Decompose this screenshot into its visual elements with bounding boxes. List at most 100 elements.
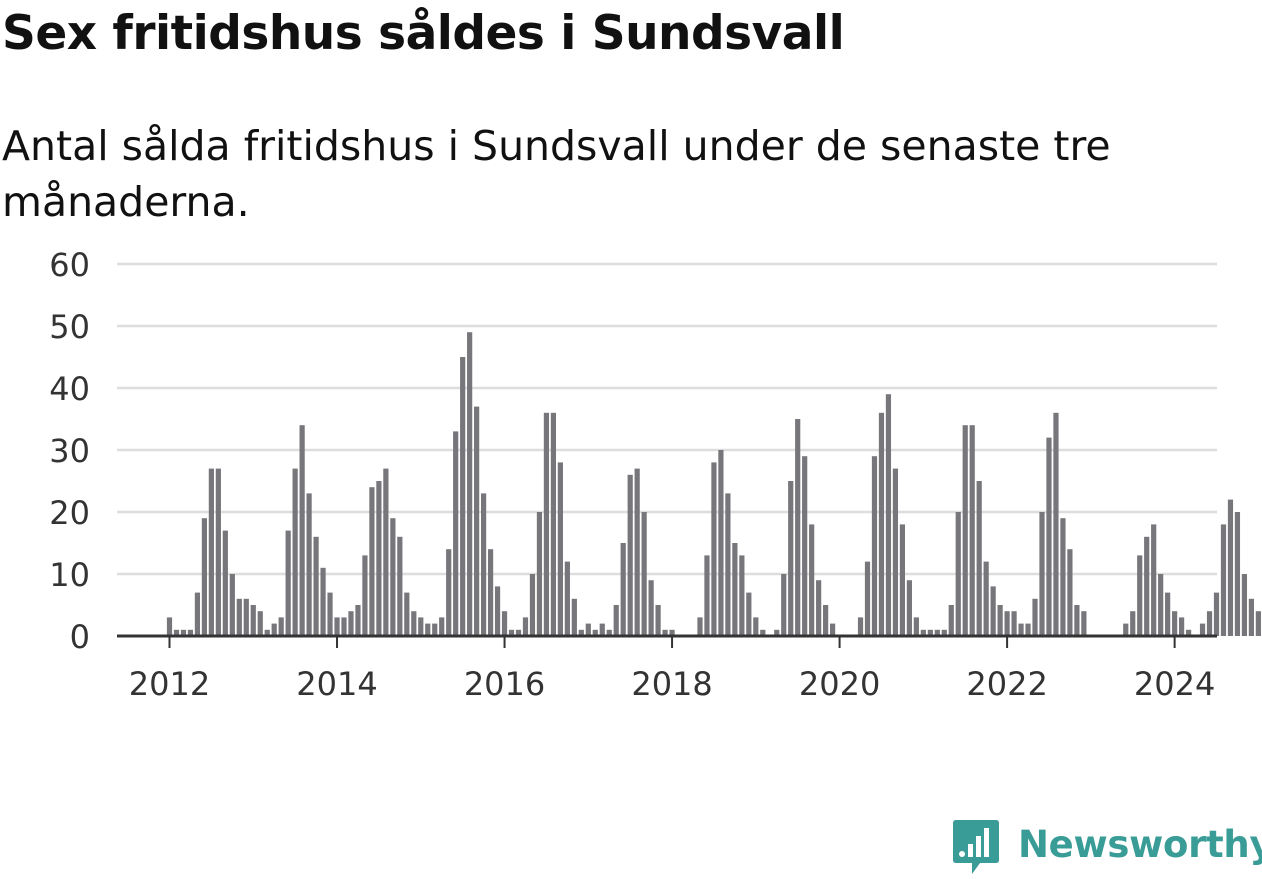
bar: [515, 629, 522, 636]
bar: [934, 629, 940, 636]
bar: [983, 561, 989, 636]
bar: [208, 468, 214, 636]
y-tick-label: 30: [49, 432, 90, 470]
bar: [1248, 598, 1254, 636]
bar: [599, 623, 605, 636]
bar: [166, 617, 173, 636]
bar: [341, 617, 347, 636]
bar: [571, 598, 577, 636]
bar: [543, 412, 550, 636]
x-tick-label: 2014: [296, 665, 377, 703]
brand-logo: Newsworthy: [952, 818, 1262, 878]
bar: [620, 543, 626, 636]
bar: [976, 481, 982, 636]
bar: [474, 406, 480, 636]
bar: [1053, 412, 1059, 636]
bar: [306, 493, 312, 636]
bar: [606, 629, 612, 636]
bar: [871, 456, 878, 636]
bar: [1046, 437, 1052, 636]
bar: [892, 468, 899, 636]
bar: [669, 629, 675, 636]
bar: [187, 629, 194, 636]
x-axis: [117, 634, 1217, 648]
bar: [1011, 611, 1017, 636]
bar: [648, 580, 654, 636]
x-tick-label: 2012: [129, 665, 210, 703]
bar: [522, 617, 529, 636]
bar: [229, 574, 235, 636]
bar: [243, 598, 249, 636]
y-tick-label: 0: [70, 618, 90, 656]
bar: [732, 543, 738, 636]
gridlines: [117, 262, 1217, 576]
bar: [592, 629, 598, 636]
bar: [173, 629, 180, 636]
chart-title: Sex fritidshus såldes i Sundsvall: [2, 6, 845, 61]
bar: [718, 450, 724, 636]
bar: [1234, 512, 1241, 636]
bar: [180, 629, 187, 636]
bar: [487, 549, 494, 636]
bar: [536, 512, 543, 636]
bar: [948, 605, 954, 636]
bar: [816, 580, 822, 636]
bar: [320, 567, 326, 636]
bar: [1172, 611, 1178, 636]
bar: [529, 574, 536, 636]
brand-name: Newsworthy: [1018, 822, 1262, 866]
bar-chart-speech-bubble-icon: [953, 820, 999, 874]
bar: [194, 592, 201, 636]
bar: [997, 605, 1003, 636]
bar: [1179, 617, 1185, 636]
bar: [467, 332, 473, 636]
bar: [271, 623, 277, 636]
bar: [292, 468, 298, 636]
y-tick-label: 60: [49, 246, 90, 284]
bar: [1227, 499, 1234, 636]
x-tick-label: 2022: [966, 665, 1047, 703]
bar: [501, 611, 508, 636]
bar: [1018, 623, 1024, 636]
bar: [1032, 598, 1038, 636]
bar: [1004, 611, 1010, 636]
bar: [494, 586, 501, 636]
bar: [376, 481, 382, 636]
bar: [1137, 555, 1143, 636]
bar: [362, 555, 368, 636]
bar: [1074, 605, 1080, 636]
bar: [1060, 518, 1066, 636]
bar: [585, 623, 591, 636]
bar: [927, 629, 933, 636]
bar: [990, 586, 996, 636]
bar: [830, 623, 836, 636]
bar: [1081, 611, 1087, 636]
bar: [1025, 623, 1031, 636]
bar: [222, 530, 228, 636]
x-tick-label: 2018: [631, 665, 712, 703]
bar: [899, 524, 905, 636]
bar: [1039, 512, 1045, 636]
x-axis-tick-labels: 20122014201620182020202220242026: [129, 665, 1216, 703]
y-tick-label: 50: [49, 308, 90, 346]
bar: [201, 518, 207, 636]
bar: [1067, 549, 1073, 636]
bar: [1199, 623, 1206, 636]
bar: [418, 617, 424, 636]
bar: [823, 605, 829, 636]
bar: [460, 357, 466, 636]
y-axis-tick-labels: 0 10 20 30 40 50 60: [49, 246, 90, 656]
bar: [446, 549, 452, 636]
bar: [557, 462, 563, 636]
bar: [802, 456, 808, 636]
bar: [481, 493, 487, 636]
bar: [655, 605, 661, 636]
bar: [662, 629, 668, 636]
bar: [355, 605, 361, 636]
bar: [550, 412, 556, 636]
bar: [1165, 592, 1171, 636]
bar: [906, 580, 912, 636]
bar: [425, 623, 431, 636]
bar: [250, 605, 256, 636]
bar: [439, 617, 445, 636]
